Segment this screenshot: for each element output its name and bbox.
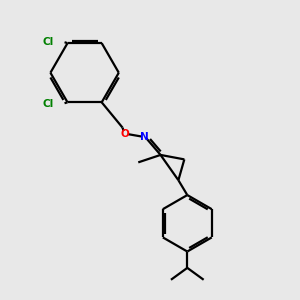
Text: Cl: Cl xyxy=(43,99,54,109)
Text: Cl: Cl xyxy=(43,37,54,46)
Text: O: O xyxy=(121,129,129,139)
Text: N: N xyxy=(140,132,148,142)
